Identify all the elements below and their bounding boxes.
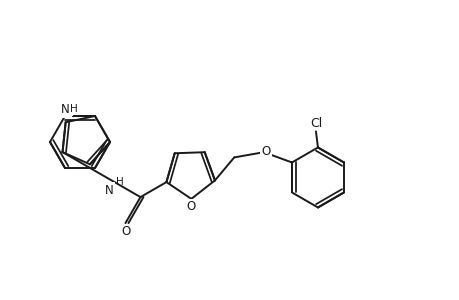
Text: N: N [61,103,70,116]
Text: O: O [122,225,131,238]
Text: N: N [105,184,114,196]
Text: H: H [64,105,72,115]
Text: H: H [116,177,124,187]
Text: O: O [261,145,270,158]
Text: O: O [186,200,196,213]
Text: H: H [70,104,78,114]
Text: N: N [59,104,68,117]
Text: Cl: Cl [309,117,321,130]
